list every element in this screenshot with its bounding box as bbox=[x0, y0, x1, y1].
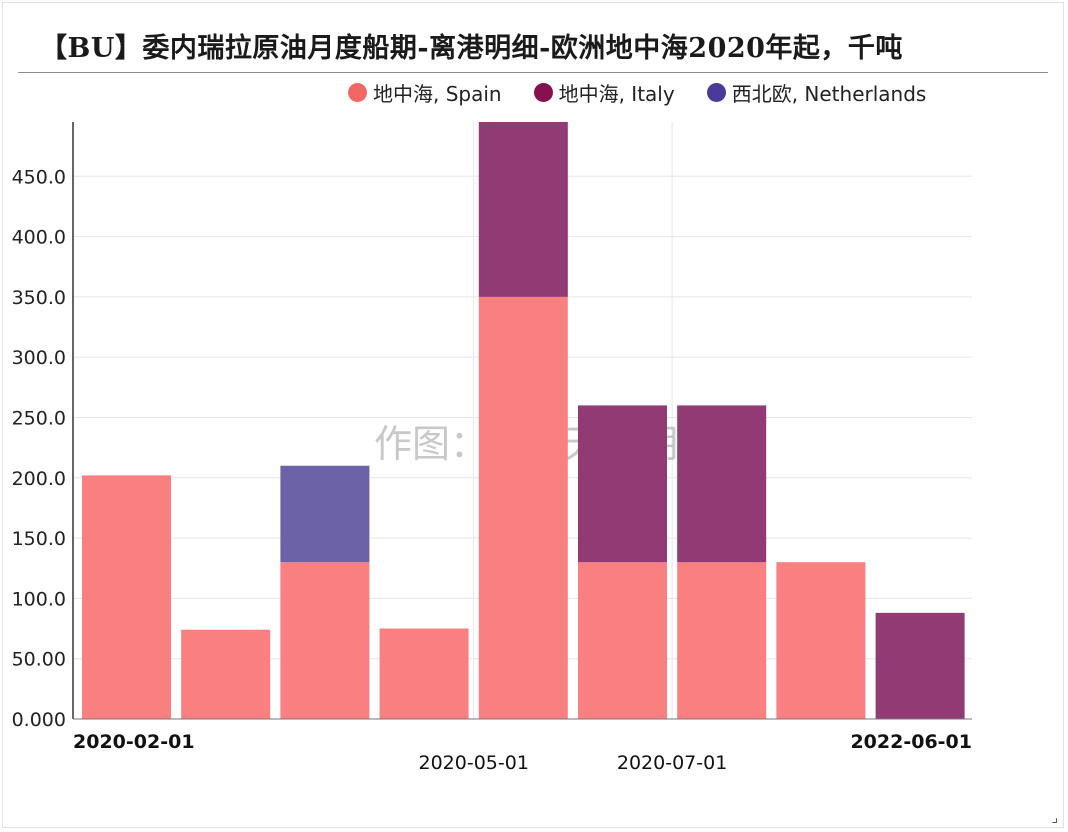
resize-corner-icon: ⌟ bbox=[1051, 810, 1058, 826]
y-tick-label: 200.0 bbox=[12, 468, 66, 490]
bar-spain bbox=[478, 296, 568, 719]
y-tick-label: 350.0 bbox=[12, 287, 66, 309]
legend-item-italy[interactable]: 地中海, Italy bbox=[533, 78, 675, 107]
legend-swatch-spain bbox=[348, 83, 367, 102]
bar-italy bbox=[578, 405, 667, 563]
x-tick-label: 2020-02-01 bbox=[73, 731, 195, 753]
y-tick-label: 50.00 bbox=[12, 649, 66, 671]
y-tick-label: 250.0 bbox=[12, 407, 66, 429]
x-tick-label: 2020-07-01 bbox=[617, 752, 727, 774]
legend-swatch-italy bbox=[533, 83, 553, 102]
chart-title: 【BU】委内瑞拉原油月度船期-离港明细-欧洲地中海2020年起，千吨 bbox=[40, 33, 903, 64]
title-divider bbox=[18, 72, 1048, 73]
x-tick-label: 2020-05-01 bbox=[418, 752, 528, 774]
bar-netherlands bbox=[280, 465, 370, 563]
y-tick-label: 300.0 bbox=[12, 347, 66, 369]
legend: 地中海, Spain 地中海, Italy 西北欧, Netherlands bbox=[348, 78, 926, 107]
legend-label-italy: 地中海, Italy bbox=[558, 82, 675, 106]
bar-spain bbox=[181, 629, 271, 719]
legend-swatch-netherlands bbox=[706, 83, 726, 102]
bar-italy bbox=[478, 122, 568, 297]
bar-italy bbox=[875, 612, 965, 719]
legend-item-spain[interactable]: 地中海, Spain bbox=[348, 78, 502, 107]
bar-spain bbox=[578, 562, 667, 719]
legend-item-netherlands[interactable]: 西北欧, Netherlands bbox=[706, 78, 927, 107]
bar-spain bbox=[677, 562, 767, 719]
legend-label-netherlands: 西北欧, Netherlands bbox=[731, 82, 927, 106]
bar-spain bbox=[280, 562, 370, 719]
bar-italy bbox=[677, 405, 767, 563]
y-tick-label: 0.000 bbox=[12, 709, 66, 731]
y-tick-label: 100.0 bbox=[12, 588, 66, 610]
bar-spain bbox=[379, 628, 469, 719]
x-tick-label: 2022-06-01 bbox=[850, 731, 972, 753]
y-tick-label: 400.0 bbox=[12, 227, 66, 249]
bar-spain bbox=[776, 562, 866, 719]
y-tick-label: 450.0 bbox=[12, 166, 66, 188]
bar-spain bbox=[82, 475, 171, 719]
y-tick-label: 150.0 bbox=[12, 528, 66, 550]
legend-label-spain: 地中海, Spain bbox=[373, 82, 502, 106]
